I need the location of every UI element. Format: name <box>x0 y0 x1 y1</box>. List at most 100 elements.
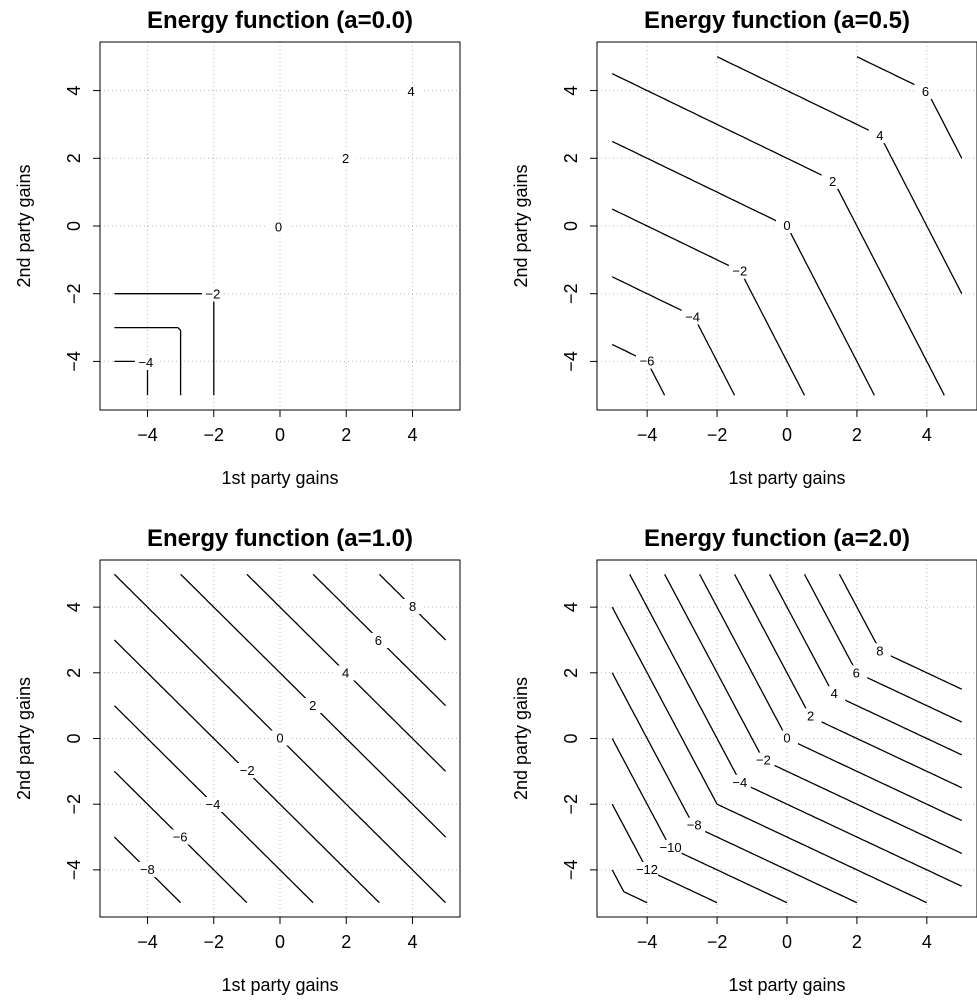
contour-label-bg <box>752 752 775 768</box>
y-tick-label: 2 <box>64 153 84 163</box>
y-tick-label: −4 <box>64 860 84 881</box>
contour-label-bg <box>334 665 357 681</box>
x-tick-label: 4 <box>922 425 932 445</box>
contour-label-bg <box>845 665 868 681</box>
contour-line-level-0 <box>611 140 875 396</box>
x-tick-label: 0 <box>275 425 285 445</box>
y-axis-label: 2nd party gains <box>14 677 34 800</box>
contour-label: 0 <box>783 731 790 746</box>
x-tick-label: −2 <box>203 425 224 445</box>
contour-label-bg <box>728 263 751 279</box>
contour-line-level--6 <box>611 606 928 904</box>
y-tick-label: 4 <box>64 602 84 612</box>
x-tick-label: −2 <box>203 932 224 952</box>
contour-line-level-2 <box>734 574 963 789</box>
x-axis: −4 −2 0 2 4 <box>637 917 932 952</box>
contour-line-level--3 <box>114 326 182 396</box>
y-tick-label: 0 <box>64 221 84 231</box>
contour-label: 4 <box>342 665 349 680</box>
contour-label-bg <box>821 173 844 189</box>
contour-label-bg <box>201 286 224 302</box>
chart-title: Energy function (a=2.0) <box>644 525 910 552</box>
y-axis: −4 −2 0 2 4 <box>64 602 100 880</box>
contour-label: 0 <box>783 218 790 233</box>
contour-label-bg <box>334 150 357 166</box>
contour-lines <box>114 293 215 396</box>
contour-label-bg <box>799 708 822 724</box>
y-tick-label: 0 <box>64 733 84 743</box>
y-axis: −4 −2 0 2 4 <box>64 86 100 372</box>
x-tick-label: 0 <box>275 932 285 952</box>
contour-label: −8 <box>140 862 155 877</box>
contour-line-level-4 <box>246 573 447 772</box>
x-tick-label: 2 <box>341 932 351 952</box>
y-tick-label: 0 <box>561 733 581 743</box>
panel-1: −4 −2 0 2 4 −4 −2 0 2 4 −4 −2 0 2 4 1st party gains 2nd … <box>14 7 461 488</box>
contour-label: 2 <box>829 174 836 189</box>
contour-label: 0 <box>276 731 283 746</box>
x-axis: −4 −2 0 2 4 <box>137 917 417 952</box>
contour-line-level-0 <box>113 573 447 904</box>
contour-line-level--4 <box>113 705 314 904</box>
contour-label: −2 <box>206 287 221 302</box>
x-tick-label: −2 <box>707 932 728 952</box>
contour-line-level--2 <box>664 573 963 855</box>
contour-label: 2 <box>807 708 814 723</box>
contour-label-bg <box>169 829 192 845</box>
x-tick-label: 2 <box>341 425 351 445</box>
x-axis-label: 1st party gains <box>221 975 338 995</box>
y-axis-label: 2nd party gains <box>14 164 34 287</box>
x-axis-label: 1st party gains <box>728 975 845 995</box>
y-tick-label: −2 <box>561 283 581 304</box>
contour-label: 8 <box>409 599 416 614</box>
contour-label-bg <box>683 817 706 833</box>
contour-line-level--4 <box>611 276 736 396</box>
contour-line-level--6 <box>611 343 666 396</box>
contour-label-bg <box>776 730 798 746</box>
x-tick-label: 0 <box>782 425 792 445</box>
contour-label-bg <box>914 83 937 99</box>
contour-line-level-2 <box>611 73 945 396</box>
contour-line-level-4 <box>768 573 963 756</box>
y-tick-label: 2 <box>64 668 84 678</box>
x-tick-label: −4 <box>637 932 658 952</box>
contour-labels: −8 −6 −4 −2 0 2 4 6 8 <box>136 598 424 878</box>
contour-label-bg <box>659 839 682 855</box>
contour-label: 4 <box>831 686 838 701</box>
y-tick-label: −4 <box>64 351 84 372</box>
contour-label: −2 <box>732 264 747 279</box>
y-tick-label: −4 <box>561 351 581 372</box>
x-axis-label: 1st party gains <box>221 468 338 488</box>
y-tick-label: 2 <box>561 668 581 678</box>
contour-label: 2 <box>342 151 349 166</box>
y-tick-label: −2 <box>64 794 84 815</box>
contour-labels: −6 −4 −2 0 2 4 6 <box>635 83 937 369</box>
contour-label: 2 <box>309 698 316 713</box>
chart-title: Energy function (a=0.0) <box>147 7 413 34</box>
contour-label: 6 <box>375 633 382 648</box>
contour-label: −2 <box>240 763 255 778</box>
y-axis-label: 2nd party gains <box>511 164 531 287</box>
x-tick-label: −4 <box>137 932 158 952</box>
contour-label: 6 <box>853 665 860 680</box>
contour-line-level--2 <box>114 293 215 396</box>
contour-label-bg <box>136 862 159 878</box>
contour-label-bg <box>635 353 658 369</box>
contour-label-bg <box>823 686 846 702</box>
contour-line-level-4 <box>716 56 963 295</box>
x-tick-label: −4 <box>637 425 658 445</box>
contour-line-level-2 <box>180 573 447 838</box>
contour-label: 0 <box>275 220 282 235</box>
contour-label-bg <box>681 309 704 325</box>
contour-lines <box>113 573 447 904</box>
x-axis-label: 1st party gains <box>728 468 845 488</box>
y-tick-label: 4 <box>561 602 581 612</box>
x-axis: −4 −2 0 2 4 <box>137 410 417 445</box>
x-tick-label: 2 <box>852 425 862 445</box>
contour-label: −6 <box>173 830 188 845</box>
contour-label: −12 <box>636 862 658 877</box>
x-axis: −4 −2 0 2 4 <box>637 410 932 445</box>
chart-title: Energy function (a=1.0) <box>147 525 413 552</box>
